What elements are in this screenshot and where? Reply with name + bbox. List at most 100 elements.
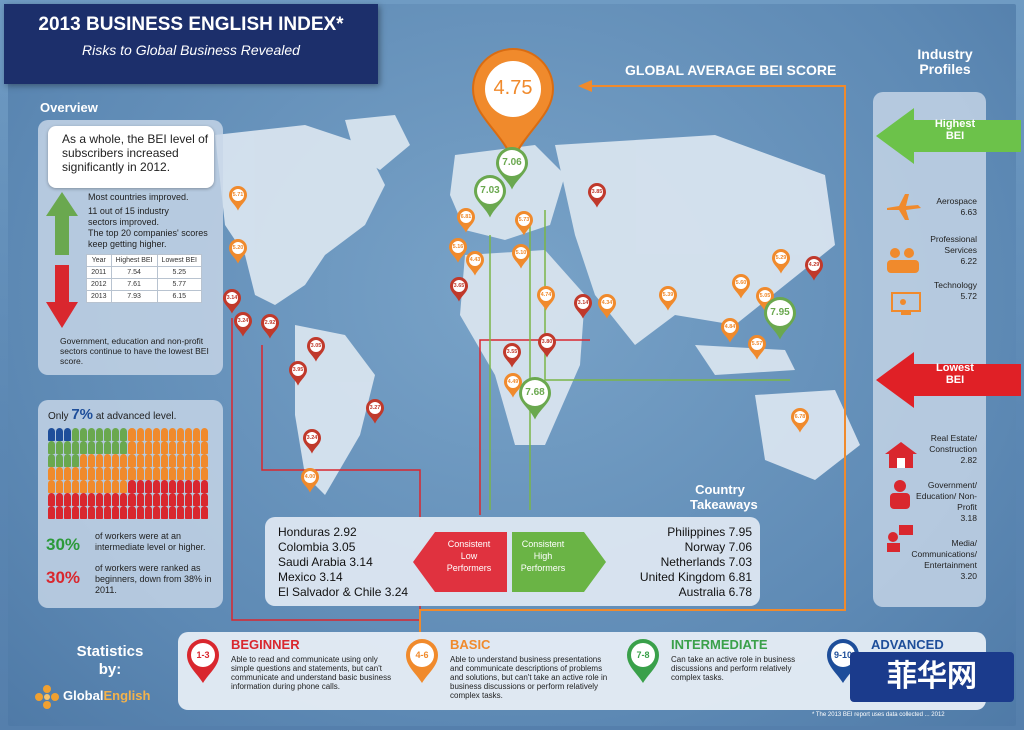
list-item: Netherlands 7.03 <box>660 555 752 569</box>
person-icon <box>96 454 104 467</box>
pin-marker-icon <box>466 251 484 276</box>
map-pin: 4.34 <box>597 293 617 319</box>
table-row: 2012 7.61 5.77 <box>86 278 202 291</box>
industry-name: Media/ Communications/ Entertainment <box>911 538 977 570</box>
person-icon <box>128 428 136 441</box>
high-performers-arrow-icon <box>512 532 606 592</box>
south-america-shape <box>295 325 375 495</box>
level-range: 4-6 <box>415 650 429 660</box>
low-label-line1: Consistent <box>447 539 491 549</box>
person-icon <box>176 493 184 506</box>
person-icon <box>112 467 120 480</box>
person-icon <box>72 441 80 454</box>
person-icon <box>160 480 168 493</box>
takeaways-heading: Country Takeaways <box>690 482 758 512</box>
pin-value: 3.65 <box>453 282 465 289</box>
globalenglish-brand: GlobalEnglish <box>63 688 150 703</box>
person-icon <box>184 454 192 467</box>
pin-marker-icon <box>574 294 592 319</box>
pin-value: 3.85 <box>591 188 603 195</box>
person-icon <box>128 441 136 454</box>
advanced-pct: 7% <box>71 406 94 423</box>
person-icon <box>128 454 136 467</box>
person-icon <box>184 480 192 493</box>
pin-marker-icon <box>223 289 241 314</box>
industry-score: 3.18 <box>960 513 977 523</box>
pin-value: 5.05 <box>759 292 771 299</box>
pin-marker-icon <box>748 335 766 360</box>
statistics-line2: by: <box>98 661 122 678</box>
person-icon <box>144 480 152 493</box>
pin-marker-icon <box>627 639 659 683</box>
industry-high-1: Aerospace 6.63 <box>915 196 977 218</box>
table-cell: 6.15 <box>156 290 202 303</box>
person-icon <box>136 454 144 467</box>
highest-label: Highest BEI <box>920 118 990 142</box>
person-icon <box>192 454 200 467</box>
person-icon <box>80 467 88 480</box>
global-average-label: GLOBAL AVERAGE BEI SCORE <box>625 62 837 78</box>
table-row: 2011 7.54 5.25 <box>86 266 202 279</box>
pin-value: 5.16 <box>452 243 464 250</box>
person-icon <box>144 454 152 467</box>
people-grid <box>48 428 214 520</box>
person-icon <box>80 441 88 454</box>
person-icon <box>112 480 120 493</box>
person-icon <box>136 441 144 454</box>
person-icon <box>885 478 915 510</box>
person-icon <box>168 428 176 441</box>
person-icon <box>72 480 80 493</box>
high-label-line3: Performers <box>520 563 566 573</box>
person-icon <box>160 441 168 454</box>
person-icon <box>120 467 128 480</box>
person-icon <box>160 493 168 506</box>
person-icon <box>72 493 80 506</box>
level-name: INTERMEDIATE <box>671 637 768 652</box>
high-connector-3 <box>544 210 790 381</box>
people-row <box>48 467 208 480</box>
beginner-text: of workers were ranked as beginners, dow… <box>95 563 212 595</box>
map-pin: 3.14 <box>222 288 242 314</box>
pin-marker-icon <box>805 256 823 281</box>
indonesia-shape <box>695 345 795 375</box>
person-icon <box>56 441 64 454</box>
pin-marker-icon <box>301 468 319 493</box>
person-icon <box>152 454 160 467</box>
map-pin: 5.39 <box>658 285 678 311</box>
person-icon <box>160 506 168 519</box>
pin-marker-icon <box>457 208 475 233</box>
person-icon <box>136 467 144 480</box>
person-icon <box>136 428 144 441</box>
pin-value: 4.29 <box>808 261 820 268</box>
person-icon <box>72 428 80 441</box>
pin-marker-icon <box>406 639 438 683</box>
pin-value: 3.95 <box>292 366 304 373</box>
level-range: 1-3 <box>196 650 210 660</box>
person-icon <box>80 454 88 467</box>
person-icon <box>128 506 136 519</box>
person-icon <box>56 467 64 480</box>
person-icon <box>48 467 56 480</box>
list-item: Saudi Arabia 3.14 <box>278 555 373 569</box>
pin-marker-icon <box>234 312 252 337</box>
person-icon <box>88 493 96 506</box>
level-pin: 4-6 <box>405 638 439 684</box>
map-pin: 5.73 <box>514 210 534 236</box>
list-item: Honduras 2.92 <box>278 525 357 539</box>
person-icon <box>152 480 160 493</box>
industry-heading: Industry Profiles <box>905 47 985 77</box>
overview-bullet-2: 11 out of 15 industry sectors improved. <box>88 206 169 227</box>
pin-value: 5.57 <box>751 340 763 347</box>
person-icon <box>136 493 144 506</box>
level-pin: 1-3 <box>186 638 220 684</box>
person-icon <box>104 454 112 467</box>
map-pin: 6.78 <box>790 407 810 433</box>
overview-bullet-3: The top 20 companies' scores keep gettin… <box>88 228 208 249</box>
table-header-row: Year Highest BEI Lowest BEI <box>86 254 202 267</box>
overview-intro-card <box>48 126 214 188</box>
pin-marker-icon <box>756 287 774 312</box>
industry-low-2: Government/ Education/ Non-Profit 3.18 <box>915 480 977 524</box>
person-icon <box>192 467 200 480</box>
person-icon <box>168 454 176 467</box>
